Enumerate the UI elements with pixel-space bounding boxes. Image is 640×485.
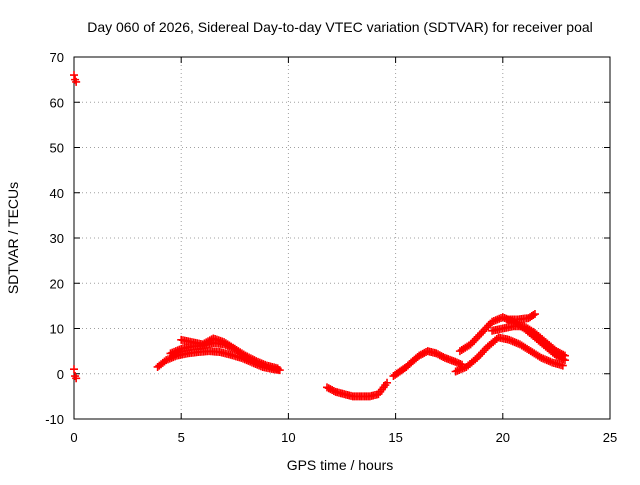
data-point [72,374,81,383]
series-rise [389,347,467,381]
data-point-fill [533,351,542,360]
data-point-fill [250,356,259,365]
data-point-fill [411,354,420,363]
data-point-fill [237,349,246,358]
data-point-fill [503,335,512,344]
data-point-fill [523,344,532,353]
x-tick-label: 0 [70,430,77,445]
data-point-fill [538,335,547,344]
data-point-fill [420,348,429,357]
data-point-fill [475,330,484,339]
y-tick-label: 60 [50,95,64,110]
data-points [70,71,569,401]
data-point-fill [529,311,538,320]
series-afternoon-c [488,322,569,360]
y-tick-label: 50 [50,141,64,156]
data-point-fill [469,356,478,365]
series-early-low [70,365,81,383]
data-point-fill [392,369,401,378]
data-point-fill [158,358,167,367]
data-point-fill [218,337,227,346]
data-point [70,71,78,80]
series-afternoon-d [503,310,539,324]
data-point-fill [548,344,557,353]
data-point [70,365,78,374]
data-point-fill [437,352,446,361]
y-tick-label: 40 [50,186,64,201]
data-point-fill [175,345,184,354]
y-tick-label: -10 [45,412,64,427]
x-tick-label: 15 [388,430,402,445]
series-morning-c [177,334,239,353]
data-point-fill [518,322,527,331]
x-tick-label: 20 [496,430,510,445]
data-point-fill [271,363,280,372]
x-axis-label: GPS time / hours [287,457,394,473]
chart-title: Day 060 of 2026, Sidereal Day-to-day VTE… [87,19,593,35]
data-point-fill [405,360,414,369]
y-tick-label: 10 [50,322,64,337]
data-point-fill [399,365,408,374]
data-point-fill [463,342,472,351]
y-axis-label: SDTVAR / TECUs [5,182,21,294]
data-point-fill [559,350,568,359]
x-tick-label: 5 [178,430,185,445]
data-point-fill [527,312,536,321]
data-point-fill [205,336,214,345]
data-point-fill [527,326,536,335]
data-point [72,77,81,86]
y-tick-label: 20 [50,276,64,291]
data-point-fill [557,349,566,358]
y-tick-label: 70 [50,50,64,65]
data-point-fill [248,355,257,364]
x-tick-label: 25 [603,430,617,445]
data-point-fill [381,381,390,390]
grid [74,57,610,419]
series-early-high [70,71,81,86]
series-afternoon-a [451,333,567,376]
data-point-fill [261,360,270,369]
data-point-fill [227,342,236,351]
y-tick-label: 30 [50,231,64,246]
data-point-fill [328,386,337,395]
data-point-fill [557,361,566,370]
series-night-dip [322,378,392,401]
data-point-fill [224,350,233,359]
data-point-fill [490,336,499,345]
data-point-fill [243,352,252,361]
data-point-fill [229,343,238,352]
data-point-fill [246,354,255,363]
y-tick-label: 0 [57,367,64,382]
ticks: 0 5 10 15 20 25 -10 0 10 20 30 40 50 60 70 [45,50,617,445]
data-point-fill [546,357,555,366]
x-tick-label: 10 [281,430,295,445]
data-point-fill [245,353,254,362]
